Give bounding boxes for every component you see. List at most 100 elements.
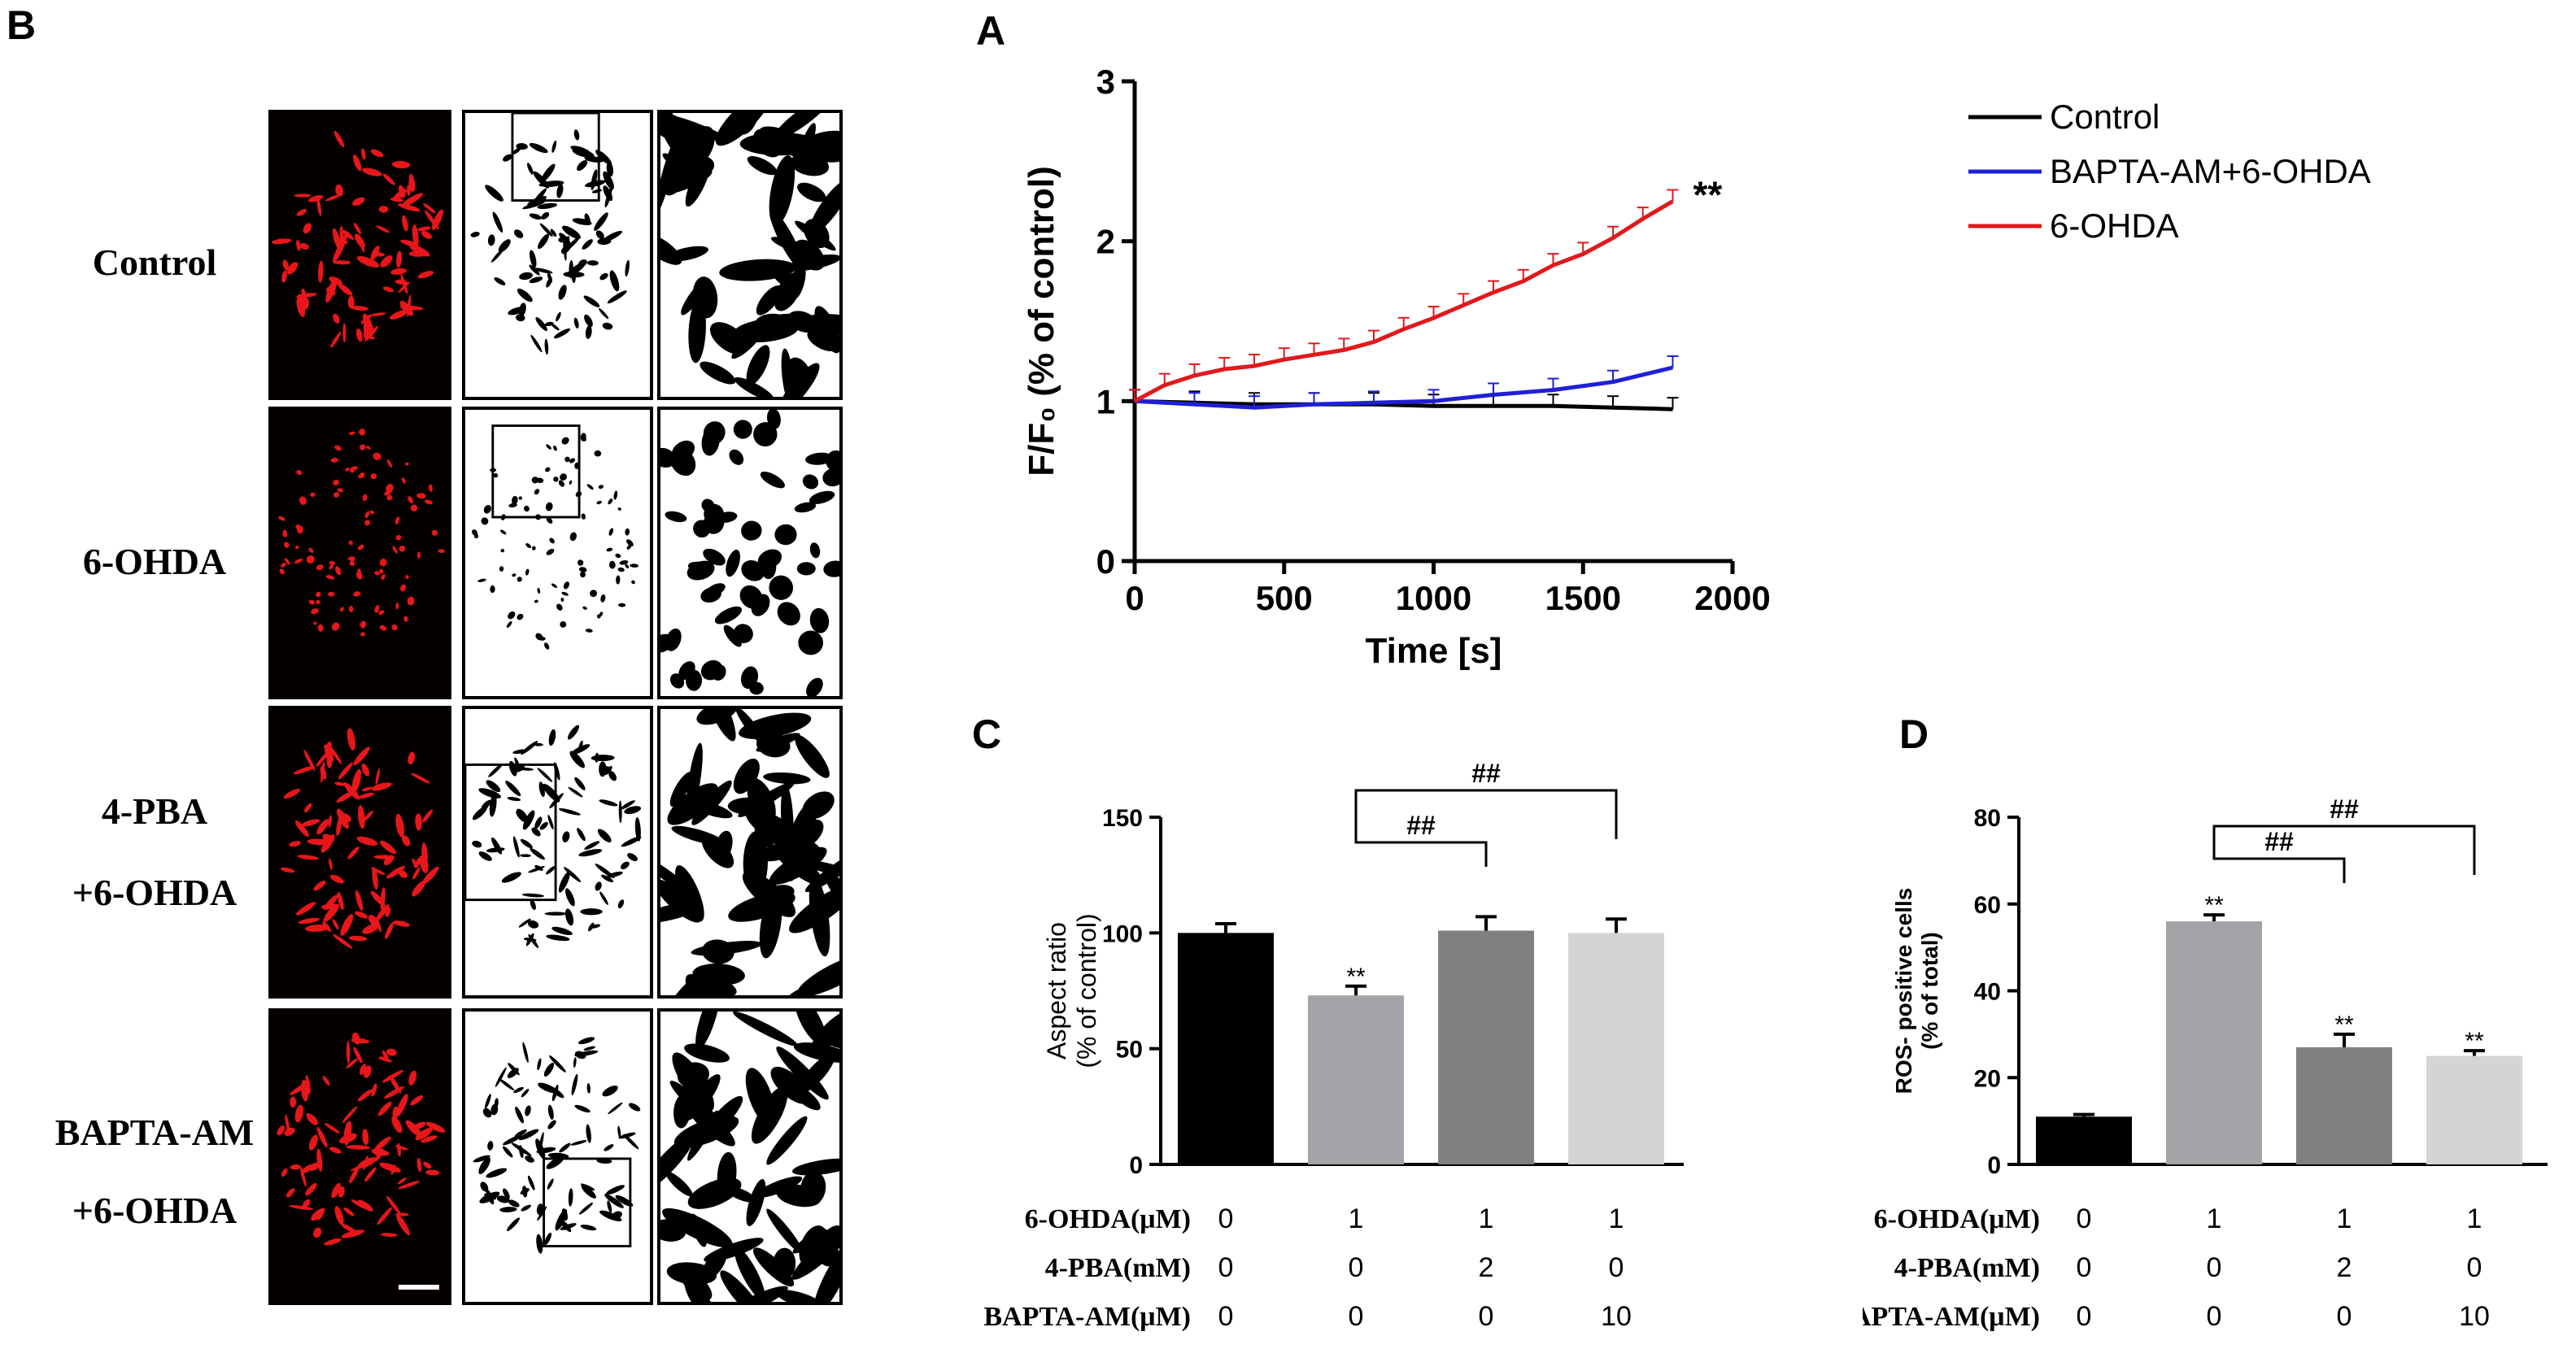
bar-4-pba-6-ohda <box>1438 930 1534 1164</box>
bar-y-tick-label: 80 <box>1974 805 2001 832</box>
a-x-tick-label: 0 <box>1125 579 1144 617</box>
a-y-tick-label: 2 <box>1096 223 1115 261</box>
bar-control <box>1178 933 1274 1164</box>
bar-6-ohda <box>1308 995 1404 1164</box>
condition-label: BAPTA-AM(μM) <box>1863 1302 2040 1332</box>
bar-y-label-line: (% of total) <box>1917 932 1942 1050</box>
micrograph-control-fluorescence <box>268 110 451 400</box>
bar-bapta-am-6-ohda <box>1568 933 1664 1164</box>
condition-value: 1 <box>1609 1203 1624 1234</box>
condition-value: 1 <box>2337 1203 2352 1234</box>
bar-y-tick-label: 60 <box>1974 892 2001 919</box>
micrograph-bapta-binary <box>462 1008 653 1305</box>
micrograph-bapta-fluorescence <box>268 1008 451 1305</box>
row-label-4pba: 4-PBA +6-OHDA <box>72 790 238 913</box>
condition-value: 0 <box>1479 1301 1494 1332</box>
a-y-tick-label: 1 <box>1096 382 1115 420</box>
a-x-tick-label: 1000 <box>1396 579 1471 617</box>
micrograph-4pba-fluorescence <box>268 706 451 999</box>
condition-value: 0 <box>2337 1301 2352 1332</box>
bar-y-tick-label: 100 <box>1102 920 1143 947</box>
panel-a-ylabel: F/F₀ (% of control) <box>1022 166 1061 476</box>
bar-y-tick-label: 40 <box>1974 979 2001 1006</box>
condition-value: 0 <box>1349 1252 1364 1283</box>
panel-a-significance: ** <box>1693 174 1723 216</box>
panel-b-letter: B <box>7 2 37 48</box>
condition-value: 2 <box>2337 1252 2352 1283</box>
chart-a-legend: Control BAPTA-AM+6-OHDA 6-OHDA <box>1968 98 2371 245</box>
a-x-tick-label: 500 <box>1256 579 1313 617</box>
condition-value: 0 <box>1609 1252 1624 1283</box>
condition-value: 10 <box>1601 1301 1632 1332</box>
bar-y-label-line: (% of control) <box>1072 913 1101 1068</box>
panel-a-xlabel: Time [s] <box>1366 631 1502 671</box>
bracket-label: ## <box>1406 811 1436 840</box>
bar-y-label-line: Aspect ratio <box>1042 922 1071 1060</box>
inset-box <box>543 1157 632 1248</box>
bar-bapta-am-6-ohda <box>2426 1055 2522 1164</box>
bar-sig-label: ** <box>2334 1012 2354 1038</box>
condition-value: 0 <box>2077 1301 2092 1332</box>
bar-4-pba-6-ohda <box>2296 1047 2392 1164</box>
inset-box <box>511 113 600 202</box>
micrograph-6ohda-binary <box>462 407 653 699</box>
micrograph-6ohda-zoom <box>657 407 843 699</box>
a-series-line-bapta <box>1134 365 1674 410</box>
condition-value: 1 <box>1479 1203 1494 1234</box>
significance-bracket <box>2212 825 2476 875</box>
condition-value: 0 <box>2467 1252 2482 1283</box>
bracket-label: ## <box>1471 759 1501 788</box>
condition-value: 2 <box>1479 1252 1494 1283</box>
bar-y-tick-label: 0 <box>1987 1152 2001 1179</box>
a-y-tick-label: 0 <box>1096 542 1115 581</box>
chart-a: A 0 1 2 3 0 500 1000 1500 2000 ** Time [s] F/F₀ … <box>976 8 1771 671</box>
panel-a-letter: A <box>976 8 1005 54</box>
bar-y-tick-label: 50 <box>1116 1037 1143 1064</box>
condition-value: 0 <box>2207 1252 2222 1283</box>
row-label-control: Control <box>92 242 217 283</box>
micrograph-4pba-zoom <box>657 706 843 999</box>
condition-value: 1 <box>2207 1203 2222 1234</box>
micrograph-6ohda-fluorescence <box>268 407 451 699</box>
bracket-label: ## <box>2264 827 2294 856</box>
micrograph-control-zoom <box>657 110 843 400</box>
condition-value: 0 <box>2077 1203 2092 1234</box>
condition-value: 0 <box>2077 1252 2092 1283</box>
inset-box <box>465 763 557 902</box>
condition-value: 0 <box>1218 1301 1234 1332</box>
bar-y-tick-label: 150 <box>1102 805 1143 832</box>
panel-d-letter: D <box>1899 711 1929 757</box>
micrograph-4pba-binary <box>462 706 653 999</box>
bar-y-label: ROS- positive cells(% of total) <box>1891 888 1942 1094</box>
bar-sig-label: ** <box>1346 964 1366 990</box>
row-label-6ohda: 6-OHDA <box>82 541 227 582</box>
micrograph-bapta-zoom <box>657 1008 843 1305</box>
condition-value: 0 <box>2207 1301 2222 1332</box>
significance-bracket <box>1354 807 1488 867</box>
a-x-tick-label: 2000 <box>1694 579 1770 617</box>
a-x-tick-label: 1500 <box>1545 579 1621 617</box>
condition-label: 6-OHDA(μM) <box>1025 1204 1191 1234</box>
condition-value: 0 <box>1349 1301 1364 1332</box>
bar-6-ohda <box>2166 921 2262 1164</box>
condition-label: BAPTA-AM(μM) <box>983 1302 1191 1332</box>
row-label-bapta: BAPTA-AM +6-OHDA <box>54 1112 255 1231</box>
bar-y-label: Aspect ratio(% of control) <box>1042 913 1101 1068</box>
legend-label-control: Control <box>2050 98 2160 136</box>
a-series-line-control <box>1134 398 1673 411</box>
condition-value: 0 <box>1218 1203 1234 1234</box>
bar-control <box>2036 1116 2132 1164</box>
legend-label-bapta: BAPTA-AM+6-OHDA <box>2050 152 2371 190</box>
panel-c-letter: C <box>972 711 1001 757</box>
condition-label: 4-PBA(mM) <box>1045 1253 1191 1283</box>
bar-y-label-line: ROS- positive cells <box>1891 888 1916 1094</box>
bar-y-tick-label: 20 <box>1974 1065 2001 1092</box>
condition-label: 4-PBA(mM) <box>1894 1253 2040 1283</box>
significance-bracket <box>2212 840 2346 883</box>
condition-value: 1 <box>2467 1203 2482 1234</box>
inset-box <box>491 424 581 519</box>
bar-sig-label: ** <box>2204 892 2224 919</box>
condition-value: 0 <box>1218 1252 1234 1283</box>
